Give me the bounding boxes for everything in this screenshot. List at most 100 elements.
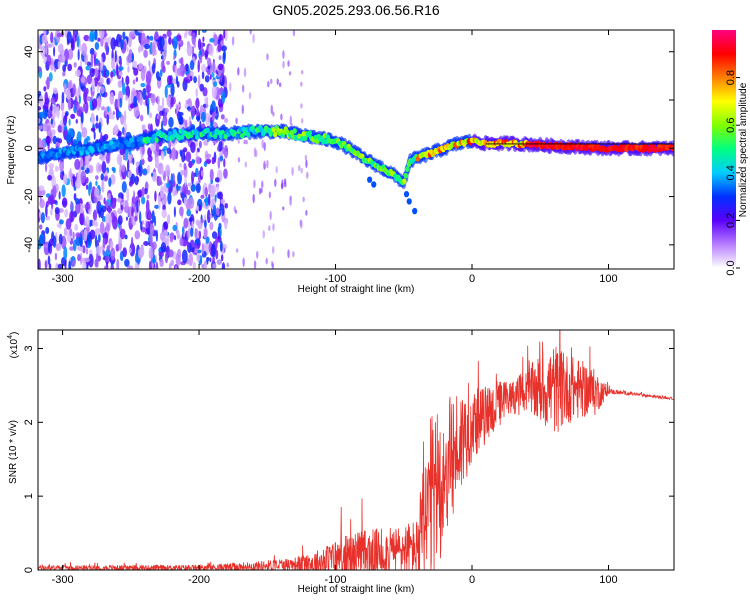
spectrogram-cell xyxy=(158,196,161,210)
spectrogram-cell xyxy=(155,156,160,168)
spectrogram-cell xyxy=(75,201,81,214)
spectrogram-cell xyxy=(63,174,68,185)
spectrogram-cell xyxy=(40,45,46,57)
spectrogram-cell xyxy=(54,206,60,215)
y-scale-exponent: 4 xyxy=(7,335,14,339)
spectrogram-cell xyxy=(300,117,304,124)
spectrogram-cell xyxy=(211,231,218,239)
spectrogram-cell xyxy=(137,141,143,148)
spectrogram-cell xyxy=(167,191,172,205)
top-y-tick-label: -20 xyxy=(23,189,35,205)
spectrogram-cell xyxy=(266,53,269,61)
spectrogram-cell xyxy=(197,38,202,51)
spectrogram-cell xyxy=(261,139,264,149)
spectrogram-cell xyxy=(52,135,57,145)
spectrogram-cell xyxy=(54,252,58,261)
spectrogram-cell xyxy=(306,171,309,179)
spectrogram-cell xyxy=(77,48,80,61)
spectrogram-cell xyxy=(207,193,211,206)
spectrogram-cell xyxy=(62,64,66,73)
spectrogram-cell xyxy=(300,167,303,174)
snr-panel: -300 -200 -100 0 100 0 1 2 3 Height of straight… xyxy=(7,329,675,595)
spectrogram-cell xyxy=(292,250,295,258)
colorbar-tick-label: 0.2 xyxy=(725,213,737,228)
spectrogram-cell xyxy=(183,162,187,171)
spectrogram-cell xyxy=(102,237,106,248)
spectrogram-cell xyxy=(292,128,297,134)
spectrogram-cell xyxy=(224,202,229,209)
spectrogram-cell xyxy=(173,235,177,241)
spectrogram-cell xyxy=(205,153,212,159)
spectrogram-cell xyxy=(121,181,127,193)
spectrogram-cell xyxy=(226,262,229,268)
spectrogram-cell xyxy=(99,155,103,160)
spectrogram-cell xyxy=(206,209,211,224)
spectrogram-cell xyxy=(237,67,240,76)
colorbar-tick-label: 0.0 xyxy=(725,260,737,275)
spectrogram-cell xyxy=(203,227,208,239)
spectrogram-cell xyxy=(256,250,259,259)
spectrogram-cell xyxy=(74,96,78,110)
spectrogram-cell xyxy=(57,263,63,269)
spectrogram-cell xyxy=(45,204,48,218)
spectrogram-cell xyxy=(180,63,186,77)
spectrogram-cell xyxy=(215,106,218,115)
spectrogram-cell xyxy=(58,138,63,144)
spectrogram-cell xyxy=(53,46,56,57)
spectrogram-cell xyxy=(196,147,200,153)
snr-frame xyxy=(37,329,675,571)
spectrogram-cell xyxy=(149,35,154,41)
spectrogram-cell xyxy=(168,36,172,45)
spectrogram-cell xyxy=(97,164,103,172)
spectrogram-cell xyxy=(154,204,160,209)
spectrogram-cell xyxy=(94,227,101,236)
spectrogram-cell xyxy=(89,181,93,190)
spectrogram-cell xyxy=(65,133,72,144)
spectrogram-cell xyxy=(81,42,88,56)
spectrogram-cell xyxy=(154,215,157,227)
spectrogram-cell xyxy=(122,31,126,40)
spectrogram-cell xyxy=(80,112,84,124)
spectrogram-cell xyxy=(125,216,128,221)
spectrogram-cell xyxy=(263,141,266,151)
spectrogram-cell xyxy=(175,75,179,85)
spectrogram-cell xyxy=(121,82,126,96)
spectrogram-cell xyxy=(132,79,136,85)
spectrogram-cell xyxy=(92,220,95,226)
spectrogram-cell xyxy=(219,75,223,83)
spectrogram-cell xyxy=(269,210,272,221)
spectrogram-cell xyxy=(48,162,55,169)
spectrogram-cell xyxy=(287,249,290,259)
spectrogram-cell xyxy=(186,106,191,111)
spectrogram-cell xyxy=(272,223,275,232)
bottom-x-tick-label: -100 xyxy=(325,574,347,586)
spectrogram-cell xyxy=(212,122,218,128)
spectrogram-cell xyxy=(215,249,219,260)
spectrogram-cell xyxy=(67,81,72,91)
spectrogram-cell xyxy=(222,52,226,65)
spectrogram-cell xyxy=(139,114,144,122)
spectrogram-cell xyxy=(97,95,101,108)
spectrogram-cell xyxy=(52,235,57,248)
spectrogram-cell xyxy=(187,182,192,187)
spectrogram-cell xyxy=(167,75,172,86)
spectrogram-cell xyxy=(127,265,134,269)
spectrogram-cell xyxy=(292,30,296,37)
spectrogram-cell xyxy=(185,79,191,84)
spectrogram-cell xyxy=(89,229,96,240)
spectrogram-cell xyxy=(145,94,148,107)
spectrogram-cell xyxy=(58,191,61,200)
spectrogram-cell xyxy=(185,63,189,72)
spectrogram-cell xyxy=(48,109,51,118)
spectrogram-cell xyxy=(159,110,164,116)
spectrogram-cell xyxy=(39,224,43,230)
spectrogram-cell xyxy=(221,204,225,216)
spectrogram-cell xyxy=(209,221,214,231)
spectrogram-cell xyxy=(108,177,112,188)
spectrogram-cell xyxy=(94,187,100,199)
spectrogram-cell xyxy=(86,74,93,85)
spectrogram-cell xyxy=(270,78,273,84)
colorbar-label: Normalized spectral amplitude xyxy=(738,82,749,217)
spectrogram-cell xyxy=(165,182,171,189)
